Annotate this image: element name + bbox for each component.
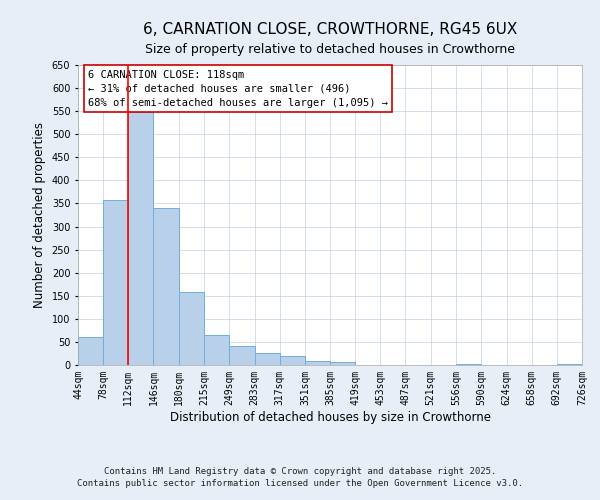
Bar bbox=[557, 364, 582, 365]
Text: 6, CARNATION CLOSE, CROWTHORNE, RG45 6UX: 6, CARNATION CLOSE, CROWTHORNE, RG45 6UX bbox=[143, 22, 517, 38]
Bar bbox=[154, 208, 179, 365]
Bar bbox=[305, 362, 330, 365]
Bar bbox=[280, 356, 305, 365]
Bar bbox=[205, 335, 229, 365]
Bar bbox=[103, 200, 128, 365]
Bar bbox=[229, 346, 254, 365]
X-axis label: Distribution of detached houses by size in Crowthorne: Distribution of detached houses by size … bbox=[170, 410, 491, 424]
Bar bbox=[457, 364, 481, 365]
Text: 6 CARNATION CLOSE: 118sqm
← 31% of detached houses are smaller (496)
68% of semi: 6 CARNATION CLOSE: 118sqm ← 31% of detac… bbox=[88, 70, 388, 108]
Bar bbox=[179, 292, 205, 365]
Bar bbox=[254, 354, 280, 365]
Y-axis label: Number of detached properties: Number of detached properties bbox=[33, 122, 46, 308]
Bar bbox=[330, 362, 355, 365]
Bar bbox=[128, 112, 154, 365]
Text: Size of property relative to detached houses in Crowthorne: Size of property relative to detached ho… bbox=[145, 42, 515, 56]
Text: Contains HM Land Registry data © Crown copyright and database right 2025.
Contai: Contains HM Land Registry data © Crown c… bbox=[77, 466, 523, 487]
Bar bbox=[78, 338, 103, 365]
